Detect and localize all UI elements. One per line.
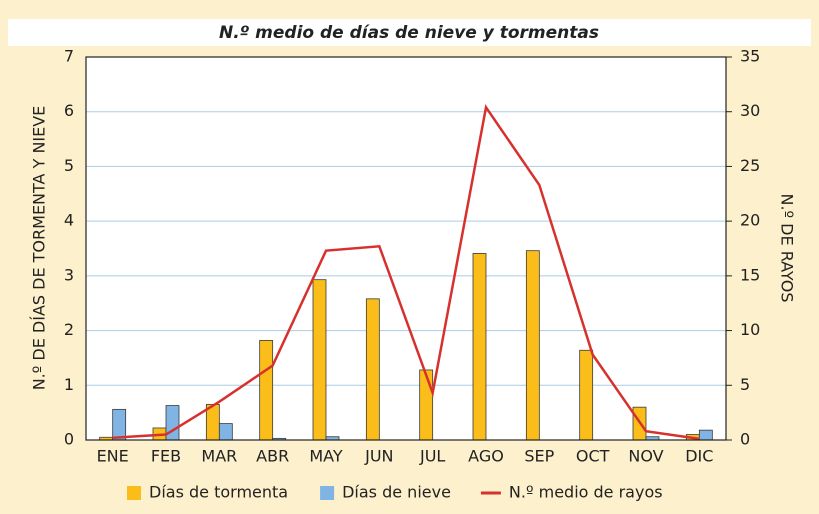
x-tick-label: MAY <box>309 447 343 466</box>
x-tick-label: SEP <box>524 447 554 466</box>
bar <box>112 408 127 441</box>
y2-axis-label: N.º DE RAYOS <box>778 193 797 302</box>
x-tick-label: MAR <box>201 447 237 466</box>
bar <box>365 298 380 441</box>
y-tick-label: 1 <box>64 375 74 394</box>
y2-tick-label: 0 <box>740 430 750 449</box>
y-axis-label: N.º DE DÍAS DE TORMENTA Y NIEVE <box>30 106 49 391</box>
y-tick-label: 3 <box>64 265 74 284</box>
bar <box>312 279 327 441</box>
title-band <box>8 19 811 46</box>
legend-label: N.º medio de rayos <box>509 483 663 502</box>
y-tick-label: 6 <box>64 101 74 120</box>
y2-tick-label: 10 <box>740 320 760 339</box>
x-tick-label: OCT <box>576 447 610 466</box>
bar <box>472 253 487 441</box>
plot-frame <box>85 56 727 441</box>
bar <box>698 429 713 441</box>
x-tick-label: AGO <box>468 447 504 466</box>
x-tick-label: FEB <box>151 447 181 466</box>
x-tick-label: JUN <box>364 447 393 466</box>
bar <box>165 405 180 441</box>
bar <box>525 250 540 441</box>
chart-title: N.º medio de días de nieve y tormentas <box>219 23 599 43</box>
y2-tick-label: 15 <box>740 265 760 284</box>
y-tick-label: 2 <box>64 320 74 339</box>
y-tick-label: 0 <box>64 430 74 449</box>
x-tick-label: ENE <box>97 447 129 466</box>
y2-tick-label: 30 <box>740 101 760 120</box>
y2-tick-label: 20 <box>740 211 760 230</box>
y2-tick-label: 35 <box>740 47 760 66</box>
y-tick-label: 4 <box>64 211 74 230</box>
legend-label: Días de tormenta <box>149 483 288 502</box>
legend-swatch <box>127 486 141 500</box>
bar <box>218 423 233 441</box>
x-tick-label: NOV <box>628 447 663 466</box>
x-tick-label: ABR <box>256 447 289 466</box>
bar <box>419 369 434 441</box>
x-tick-label: DIC <box>685 447 713 466</box>
line <box>112 104 700 441</box>
legend-label: Días de nieve <box>342 483 451 502</box>
y-tick-label: 7 <box>64 47 74 66</box>
y2-tick-label: 5 <box>740 375 750 394</box>
y2-tick-label: 25 <box>740 156 760 175</box>
y-tick-label: 5 <box>64 156 74 175</box>
bar <box>259 340 274 441</box>
bar <box>579 349 594 441</box>
plot-area <box>86 57 726 440</box>
x-tick-label: JUL <box>419 447 445 466</box>
legend-swatch <box>320 486 335 500</box>
